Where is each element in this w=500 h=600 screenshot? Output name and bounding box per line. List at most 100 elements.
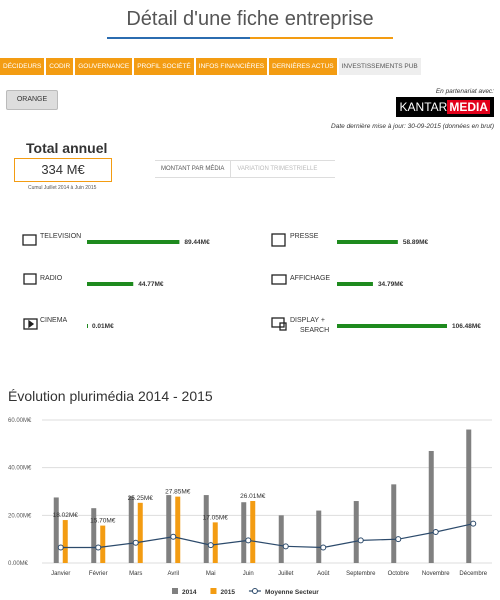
total-title: Total annuel — [26, 140, 108, 156]
legend-swatch — [251, 588, 258, 594]
tab[interactable]: DÉCIDEURS — [0, 58, 45, 75]
media-label: TELEVISION — [40, 233, 81, 240]
tab[interactable]: PROFIL SOCIÉTÉ — [134, 58, 194, 75]
x-tick-label: Avril — [167, 571, 179, 577]
line-point — [357, 537, 364, 544]
media-label: PRESSE — [290, 233, 319, 240]
total-value: 334 M€ — [14, 158, 112, 182]
bar-value-label: 17.05M€ — [203, 514, 229, 521]
subtab[interactable]: VARIATION TRIMESTRIELLE — [237, 166, 318, 172]
bar — [428, 450, 434, 563]
legend-label: Moyenne Secteur — [265, 589, 319, 596]
tab[interactable]: DERNIÈRES ACTUS — [269, 58, 337, 75]
line-point — [282, 543, 289, 550]
x-tick-label: Mai — [206, 571, 216, 577]
bar-value-label: 15.70M€ — [90, 518, 116, 525]
y-tick-label: 20.00M€ — [8, 513, 32, 519]
bar — [203, 495, 209, 563]
bar — [241, 502, 247, 563]
bar — [175, 496, 181, 563]
line-point — [170, 533, 177, 540]
label-line: SEARCH — [300, 327, 329, 334]
y-tick-label: 0.00M€ — [8, 561, 29, 567]
tab[interactable]: GOUVERNANCE — [75, 58, 133, 75]
line-point — [395, 536, 402, 543]
media-bar — [337, 282, 373, 286]
bar — [62, 520, 68, 563]
x-tick-label: Mars — [129, 571, 142, 577]
bar-value-label: 26.01M€ — [240, 493, 266, 500]
partner-logo: KANTAR MEDIA — [395, 97, 494, 117]
media-chart: TELEVISION 89.44M€ RADIO 44.77M€ CINEMA 0.01M… — [22, 233, 481, 334]
bar — [353, 501, 359, 563]
media-bar — [87, 324, 88, 328]
evolution-chart: Évolution plurimédia 2014 - 2015 0.00M€ 2… — [8, 388, 492, 596]
bar — [466, 429, 472, 563]
media-value-label: 58.89M€ — [403, 239, 429, 246]
line-point — [57, 544, 64, 551]
logo-right: MEDIA — [447, 100, 490, 114]
icon — [22, 233, 287, 331]
bar — [137, 502, 143, 563]
line-point — [432, 529, 439, 536]
subtab-bar: MONTANT PAR MÉDIA VARIATION TRIMESTRIELLE — [155, 160, 335, 178]
x-tick-label: Janvier — [51, 571, 70, 577]
bar — [212, 522, 218, 563]
media-label: DISPLAY + SEARCH — [290, 317, 329, 334]
media-value-label: 34.79M€ — [378, 281, 404, 288]
bar — [166, 495, 172, 563]
subtab[interactable]: MONTANT PAR MÉDIA — [155, 161, 232, 177]
line-point — [95, 544, 102, 551]
x-tick-label: Octobre — [388, 571, 410, 577]
y-tick-label: 40.00M€ — [8, 466, 32, 472]
tab[interactable]: CODIR — [46, 58, 74, 75]
bar — [100, 525, 106, 563]
tab-bar: DÉCIDEURS CODIR GOUVERNANCE PROFIL SOCIÉTÉ I… — [0, 58, 421, 75]
x-tick-label: Juin — [243, 571, 254, 577]
bar-value-label: 25.25M€ — [128, 495, 154, 502]
bar — [250, 501, 256, 563]
x-tick-label: Septembre — [346, 571, 376, 577]
tab[interactable]: INFOS FINANCIÈRES — [195, 58, 268, 75]
x-tick-label: Décembre — [459, 571, 487, 577]
legend-label: 2015 — [220, 589, 235, 596]
media-label: CINEMA — [40, 317, 68, 324]
media-bar — [87, 240, 180, 244]
x-tick-label: Février — [89, 571, 108, 577]
legend-label: 2014 — [182, 589, 197, 596]
tab[interactable]: INVESTISSEMENTS PUB — [338, 58, 421, 75]
legend-swatch — [210, 588, 217, 594]
line-point — [320, 544, 327, 551]
bar — [128, 496, 134, 563]
media-label: AFFICHAGE — [290, 275, 330, 282]
media-value-label: 89.44M€ — [184, 239, 210, 246]
update-note: Date dernière mise à jour: 30-09-2015 (d… — [331, 123, 494, 130]
page-title: Détail d'une fiche entreprise — [126, 8, 374, 30]
legend-swatch — [172, 588, 178, 594]
media-bar — [87, 282, 134, 286]
x-tick-label: Novembre — [422, 571, 450, 577]
chart-title: Évolution plurimédia 2014 - 2015 — [8, 388, 213, 404]
line-series — [60, 523, 474, 549]
label-line: DISPLAY + — [290, 317, 325, 324]
media-value-label: 106.48M€ — [452, 323, 481, 330]
company-button[interactable]: ORANGE — [6, 90, 58, 110]
x-tick-label: Juillet — [278, 571, 294, 577]
bar — [316, 510, 322, 563]
x-tick-label: Août — [317, 571, 330, 577]
partner-caption: En partenariat avec: — [435, 88, 494, 95]
line-point — [245, 537, 252, 544]
total-note: Cumul Juillet 2014 à Juin 2015 — [28, 185, 97, 191]
bar-value-label: 27.85M€ — [165, 489, 191, 496]
line-point — [470, 520, 477, 527]
y-tick-label: 60.00M€ — [8, 418, 32, 424]
title-underline — [107, 37, 393, 39]
media-label: RADIO — [40, 275, 63, 282]
media-bar — [337, 240, 398, 244]
bar — [278, 515, 284, 563]
media-value-label: 44.77M€ — [138, 281, 164, 288]
bar — [91, 508, 97, 563]
media-bar — [337, 324, 447, 328]
logo-left: KANTAR — [399, 100, 448, 114]
